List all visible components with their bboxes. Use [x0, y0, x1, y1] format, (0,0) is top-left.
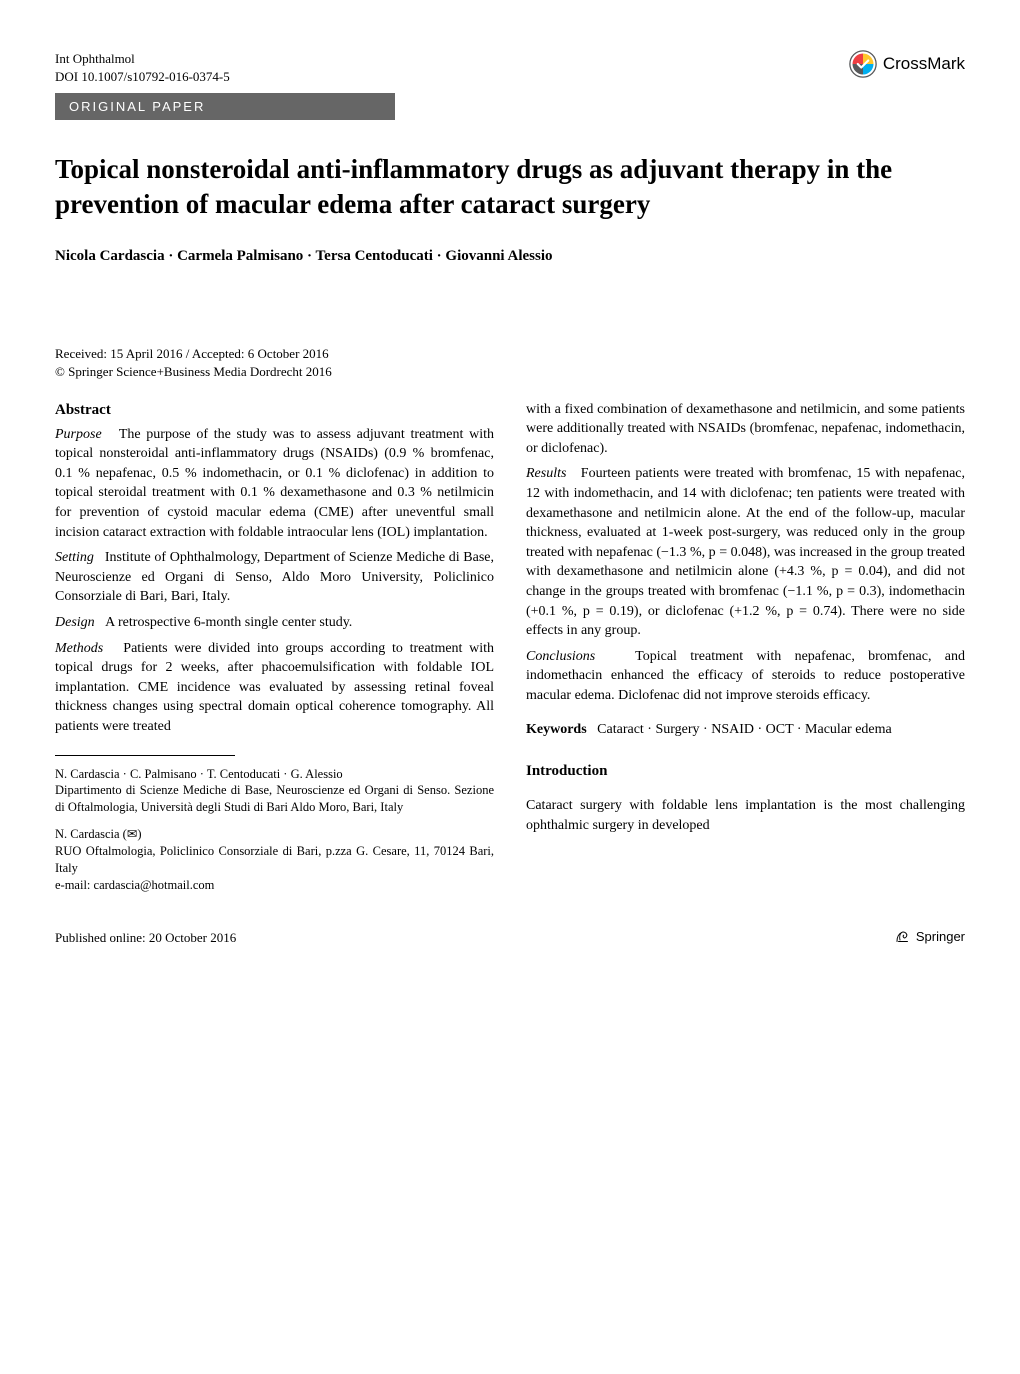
abstract-heading: Abstract [55, 400, 494, 421]
paper-title: Topical nonsteroidal anti-inflammatory d… [55, 152, 965, 222]
springer-horse-icon [894, 928, 912, 946]
corr-email: e-mail: cardascia@hotmail.com [55, 877, 494, 894]
abstract-conclusions: Conclusions Topical treatment with nepaf… [526, 647, 965, 706]
page-footer: Published online: 20 October 2016 Spring… [55, 928, 965, 946]
affiliation-divider [55, 755, 235, 756]
conclusions-label: Conclusions [526, 649, 595, 664]
keywords-text: Cataract · Surgery · NSAID · OCT · Macul… [597, 722, 892, 737]
springer-text: Springer [916, 929, 965, 944]
copyright-line: © Springer Science+Business Media Dordre… [55, 363, 965, 381]
methods-text: Patients were divided into groups accord… [55, 641, 494, 734]
introduction-text: Cataract surgery with foldable lens impl… [526, 796, 965, 835]
crossmark-icon [849, 50, 877, 78]
received-accepted: Received: 15 April 2016 / Accepted: 6 Oc… [55, 345, 965, 363]
journal-name: Int Ophthalmol [55, 50, 230, 68]
abstract-setting: Setting Institute of Ophthalmology, Depa… [55, 548, 494, 607]
abstract-results: Results Fourteen patients were treated w… [526, 464, 965, 640]
journal-doi: DOI 10.1007/s10792-016-0374-5 [55, 68, 230, 86]
affil-authors: N. Cardascia · C. Palmisano · T. Centodu… [55, 766, 494, 783]
abstract-design: Design A retrospective 6-month single ce… [55, 613, 494, 633]
abstract-purpose: Purpose The purpose of the study was to … [55, 425, 494, 543]
keywords-label: Keywords [526, 722, 587, 737]
purpose-text: The purpose of the study was to assess a… [55, 427, 494, 540]
affiliation-block-2: N. Cardascia (✉) RUO Oftalmologia, Polic… [55, 826, 494, 894]
results-text: Fourteen patients were treated with brom… [526, 466, 965, 638]
setting-label: Setting [55, 550, 94, 565]
crossmark-badge[interactable]: CrossMark [849, 50, 965, 78]
crossmark-label: CrossMark [883, 54, 965, 74]
authors-line: Nicola Cardascia · Carmela Palmisano · T… [55, 248, 965, 265]
affiliation-block-1: N. Cardascia · C. Palmisano · T. Centodu… [55, 766, 494, 817]
introduction-heading: Introduction [526, 761, 965, 782]
methods-continuation: with a fixed combination of dexamethason… [526, 400, 965, 459]
purpose-label: Purpose [55, 427, 102, 442]
page-header: Int Ophthalmol DOI 10.1007/s10792-016-03… [55, 50, 965, 85]
corr-address: RUO Oftalmologia, Policlinico Consorzial… [55, 843, 494, 877]
methods-label: Methods [55, 641, 103, 656]
results-label: Results [526, 466, 566, 481]
received-dates: Received: 15 April 2016 / Accepted: 6 Oc… [55, 345, 965, 381]
corresponding-author: N. Cardascia (✉) [55, 826, 494, 843]
springer-logo: Springer [894, 928, 965, 946]
published-online: Published online: 20 October 2016 [55, 930, 236, 946]
design-label: Design [55, 615, 95, 630]
two-column-body: Abstract Purpose The purpose of the stud… [55, 400, 965, 904]
right-column: with a fixed combination of dexamethason… [526, 400, 965, 904]
setting-text: Institute of Ophthalmology, Department o… [55, 550, 494, 604]
affil-dept: Dipartimento di Scienze Mediche di Base,… [55, 782, 494, 816]
left-column: Abstract Purpose The purpose of the stud… [55, 400, 494, 904]
paper-type-bar: ORIGINAL PAPER [55, 93, 395, 120]
keywords-block: Keywords Cataract · Surgery · NSAID · OC… [526, 720, 965, 740]
journal-info: Int Ophthalmol DOI 10.1007/s10792-016-03… [55, 50, 230, 85]
design-text: A retrospective 6-month single center st… [105, 615, 352, 630]
abstract-methods: Methods Patients were divided into group… [55, 639, 494, 737]
